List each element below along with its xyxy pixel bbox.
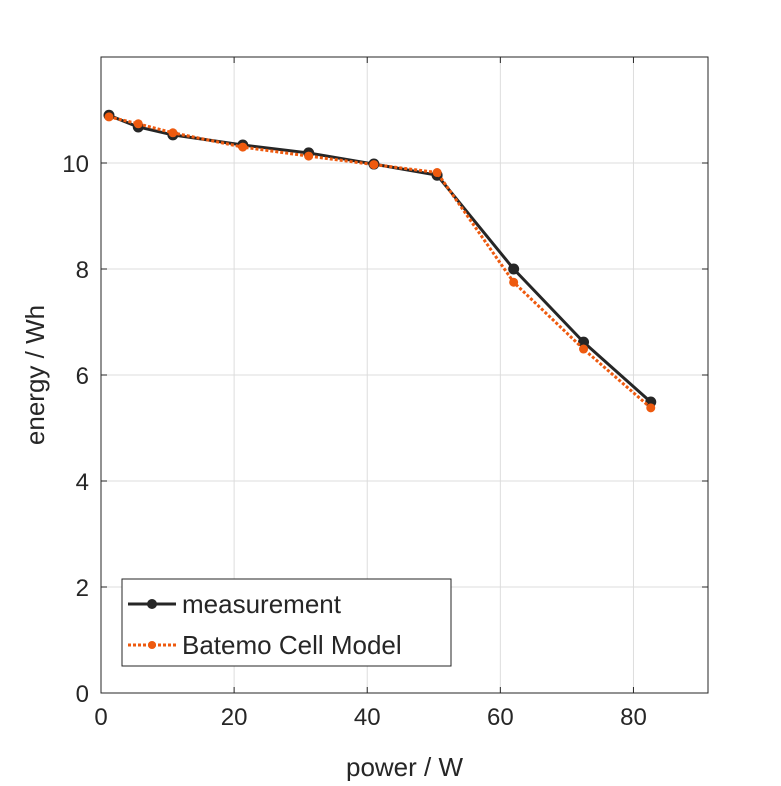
legend-box bbox=[121, 578, 452, 667]
data-point bbox=[646, 403, 656, 413]
data-point bbox=[238, 142, 248, 152]
series-line bbox=[108, 115, 652, 409]
data-point bbox=[579, 344, 589, 354]
data-point bbox=[104, 112, 114, 122]
data-point bbox=[304, 151, 314, 161]
legend: measurement Batemo Cell Model bbox=[121, 578, 452, 667]
y-tick-label: 6 bbox=[76, 363, 89, 390]
y-tick-label: 8 bbox=[76, 257, 89, 284]
legend-marker-model bbox=[148, 641, 156, 649]
x-tick-label: 0 bbox=[94, 704, 107, 731]
legend-label-model: Batemo Cell Model bbox=[182, 630, 402, 660]
series-measurement bbox=[103, 109, 657, 408]
data-point bbox=[168, 128, 178, 138]
x-tick-label: 20 bbox=[221, 704, 248, 731]
data-point bbox=[369, 160, 379, 170]
series-model bbox=[104, 112, 656, 413]
x-tick-label: 80 bbox=[620, 704, 647, 731]
data-point bbox=[508, 263, 520, 275]
data-point bbox=[578, 336, 590, 348]
x-tick-label: 40 bbox=[354, 704, 381, 731]
x-tick-label: 60 bbox=[487, 704, 514, 731]
data-point bbox=[509, 277, 519, 287]
x-axis-ticks: 0 20 40 60 80 bbox=[94, 57, 647, 731]
y-tick-label: 4 bbox=[76, 469, 89, 496]
data-point bbox=[432, 168, 442, 178]
series-line bbox=[108, 113, 652, 404]
x-axis-label: power / W bbox=[346, 752, 463, 781]
series-layer bbox=[103, 109, 657, 413]
legend-label-measurement: measurement bbox=[182, 589, 342, 619]
y-tick-label: 2 bbox=[76, 575, 89, 602]
y-axis-ticks: 0 2 4 6 8 10 bbox=[62, 151, 708, 708]
legend-marker-measurement bbox=[147, 599, 157, 609]
y-tick-label: 0 bbox=[76, 681, 89, 708]
y-tick-label: 10 bbox=[62, 151, 89, 178]
data-point bbox=[133, 119, 143, 129]
y-axis-label: energy / Wh bbox=[20, 305, 50, 445]
